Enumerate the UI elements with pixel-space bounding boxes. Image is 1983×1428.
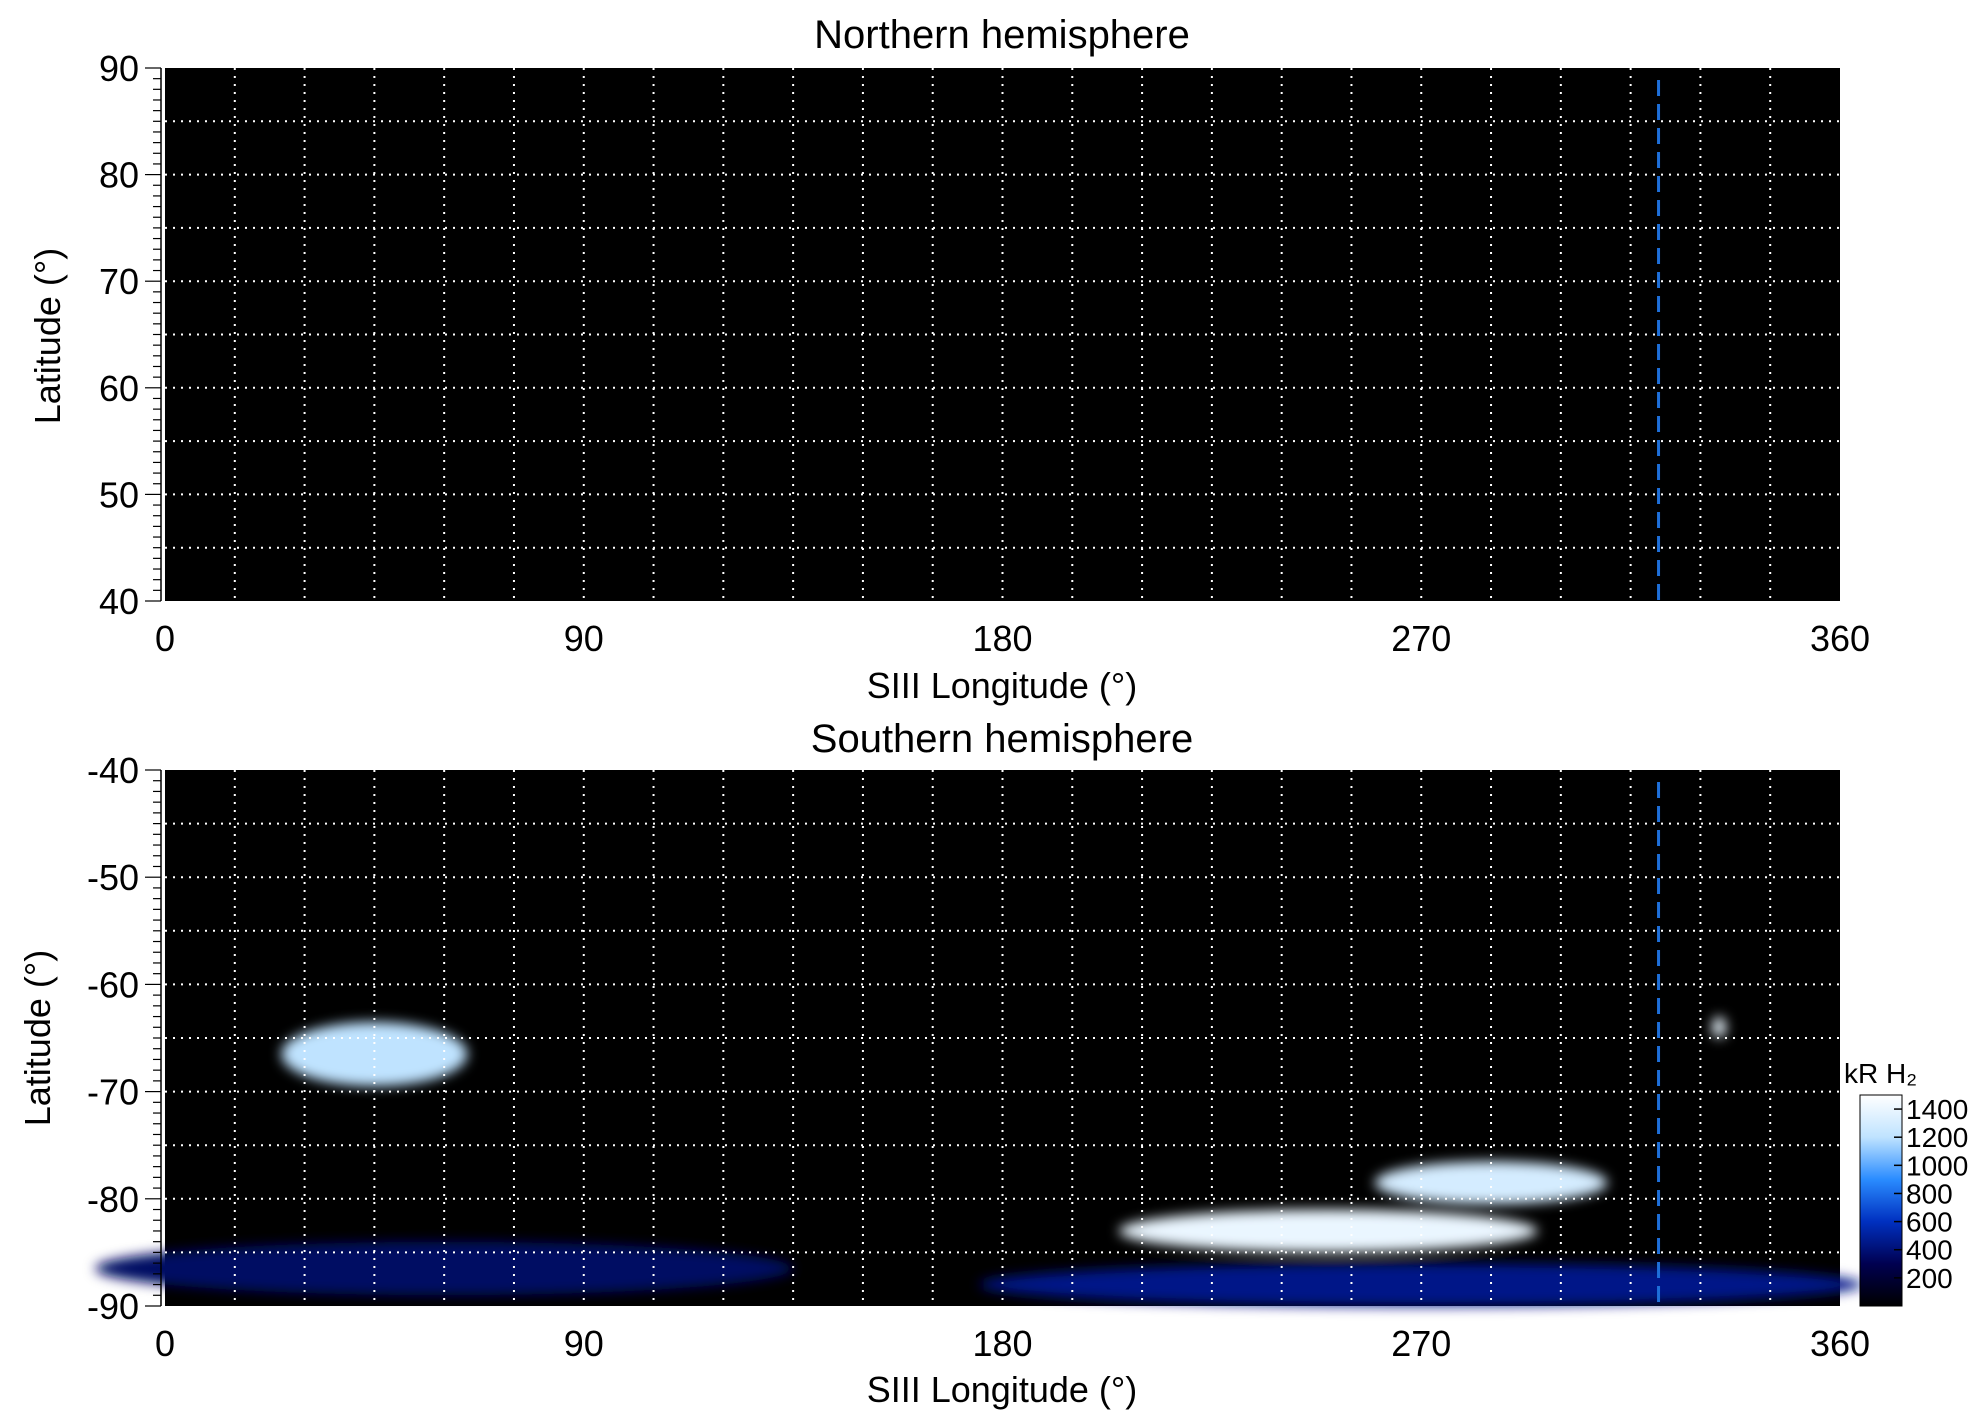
panel-north-ylabel: Latitude (°): [27, 248, 68, 424]
panel-north-y-tick-label: 60: [99, 368, 139, 409]
panel-north-y-axis: 40 50 60 70 80 90: [99, 48, 162, 622]
colorbar-tick-label: 1000: [1906, 1150, 1968, 1181]
panel-south-emission: [95, 1016, 1864, 1307]
panel-north-x-tick-label: 360: [1810, 618, 1870, 659]
panel-north-xlabel: SIII Longitude (°): [867, 665, 1138, 706]
panel-south-x-tick-label: 0: [155, 1323, 175, 1364]
panel-south-title: Southern hemisphere: [811, 717, 1193, 761]
panel-north-title: Northern hemisphere: [814, 13, 1190, 57]
panel-south-emission-region: [281, 1021, 468, 1087]
colorbar-label: kR H₂: [1844, 1058, 1917, 1089]
panel-north-y-tick-label: 40: [99, 581, 139, 622]
panel-south-emission-region: [979, 1263, 1864, 1307]
panel-south-y-tick-label: -50: [87, 857, 139, 898]
colorbar-tick-label: 1400: [1906, 1094, 1968, 1125]
panel-north-y-tick-label: 70: [99, 261, 139, 302]
panel-south-emission-region: [95, 1241, 794, 1296]
panel-south-x-axis: 0 90 180 270 360: [155, 1323, 1870, 1364]
panel-north-x-tick-label: 270: [1391, 618, 1451, 659]
panel-south-x-tick-label: 90: [564, 1323, 604, 1364]
panel-south-x-tick-label: 360: [1810, 1323, 1870, 1364]
panel-south-y-tick-label: -60: [87, 964, 139, 1005]
panel-south-emission-region: [1712, 1016, 1727, 1038]
colorbar-tick-label: 400: [1906, 1235, 1953, 1266]
panel-north-x-axis: 0 90 180 270 360: [155, 618, 1870, 659]
panel-south-x-tick-label: 270: [1391, 1323, 1451, 1364]
panel-north: Northern hemisphere 40 50 60 70 80 90 0 90 180 2…: [27, 13, 1870, 706]
panel-north-y-tick-label: 90: [99, 48, 139, 89]
panel-south-x-tick-label: 180: [972, 1323, 1032, 1364]
panel-south-xlabel: SIII Longitude (°): [867, 1369, 1138, 1410]
panel-south-y-tick-label: -70: [87, 1072, 139, 1113]
panel-south-y-tick-label: -80: [87, 1179, 139, 1220]
panel-north-y-tick-label: 80: [99, 155, 139, 196]
panel-south-y-axis: -40 -50 -60 -70 -80 -90: [87, 750, 162, 1327]
panel-south-emission-region: [1118, 1209, 1538, 1253]
panel-south-ylabel: Latitude (°): [17, 950, 58, 1126]
colorbar-tick-label: 200: [1906, 1263, 1953, 1294]
colorbar-tick-label: 600: [1906, 1207, 1953, 1238]
colorbar-gradient: [1859, 1094, 1903, 1307]
colorbar-tick-label: 800: [1906, 1178, 1953, 1209]
panel-north-x-tick-label: 180: [972, 618, 1032, 659]
panel-south-emission-region: [1374, 1161, 1608, 1205]
colorbar-tick-label: 1200: [1906, 1122, 1968, 1153]
panel-south-y-tick-label: -90: [87, 1286, 139, 1327]
panel-north-grid: [165, 68, 1840, 601]
panel-south-grid: [165, 770, 1840, 1306]
panel-north-y-tick-label: 50: [99, 474, 139, 515]
panel-north-plot-area: [165, 68, 1840, 601]
panel-north-x-tick-label: 0: [155, 618, 175, 659]
panel-south-y-tick-label: -40: [87, 750, 139, 791]
panel-south: Southern hemisphere -40 -50 -60 -70 -80 -90 0…: [17, 717, 1870, 1410]
panel-north-x-tick-label: 90: [564, 618, 604, 659]
